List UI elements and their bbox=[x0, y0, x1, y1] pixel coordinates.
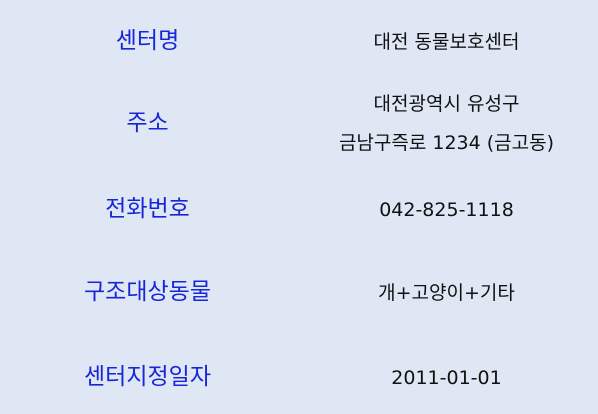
address-line-2: 금남구즉로 1234 (금고동) bbox=[338, 132, 555, 154]
designation-date-label: 센터지정일자 bbox=[84, 364, 211, 391]
center-name-value: 대전 동물보호센터 bbox=[373, 30, 520, 53]
designation-date-row: 센터지정일자 2011-01-01 bbox=[0, 358, 598, 398]
address-row: 주소 대전광역시 유성구 금남구즉로 1234 (금고동) bbox=[0, 82, 598, 166]
address-value: 대전광역시 유성구 금남구즉로 1234 (금고동) bbox=[295, 93, 598, 155]
rescue-animals-label: 구조대상동물 bbox=[84, 279, 211, 306]
rescue-animals-value: 개+고양이+기타 bbox=[378, 281, 515, 304]
center-name-label: 센터명 bbox=[115, 28, 180, 55]
designation-date-value: 2011-01-01 bbox=[391, 366, 502, 389]
rescue-animals-row: 구조대상동물 개+고양이+기타 bbox=[0, 273, 598, 313]
phone-value: 042-825-1118 bbox=[379, 198, 514, 221]
address-label: 주소 bbox=[126, 110, 169, 137]
center-name-row: 센터명 대전 동물보호센터 bbox=[0, 22, 598, 62]
phone-label: 전화번호 bbox=[105, 196, 190, 223]
phone-row: 전화번호 042-825-1118 bbox=[0, 190, 598, 230]
address-line-1: 대전광역시 유성구 bbox=[373, 93, 520, 116]
